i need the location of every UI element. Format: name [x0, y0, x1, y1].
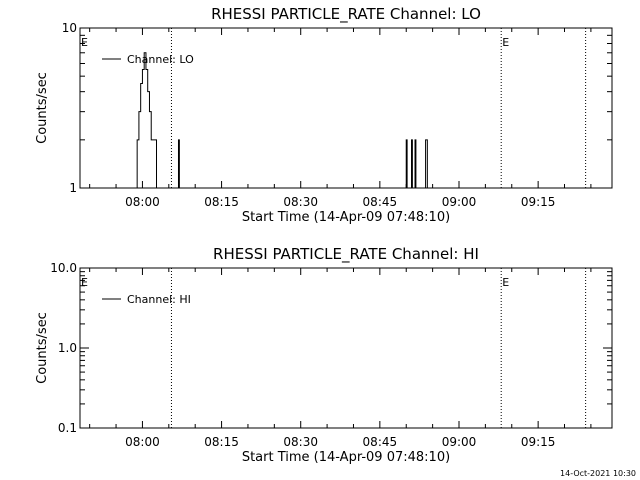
- legend-label: Channel: HI: [127, 293, 191, 306]
- y-tick-label: 1: [69, 181, 77, 195]
- y-axis-label: Counts/sec: [35, 312, 50, 384]
- footer-timestamp: 14-Oct-2021 10:30: [560, 469, 636, 478]
- y-axis-label: Counts/sec: [35, 72, 50, 144]
- legend-label: Channel: LO: [127, 53, 194, 66]
- y-tick-label: 1.0: [58, 341, 77, 355]
- eclipse-marker-label: E: [81, 36, 88, 49]
- x-tick-label: 08:30: [283, 195, 318, 209]
- x-tick-label: 09:00: [442, 435, 477, 449]
- x-tick-label: 08:30: [283, 435, 318, 449]
- chart-panel-1: RHESSI PARTICLE_RATE Channel: LO 08:00 08:…: [35, 5, 613, 225]
- x-axis-label: Start Time (14-Apr-09 07:48:10): [242, 450, 450, 465]
- x-axis-label: Start Time (14-Apr-09 07:48:10): [242, 210, 450, 225]
- plot-frame: [79, 267, 613, 429]
- series-line: [135, 52, 428, 189]
- y-tick-label: 10: [62, 21, 77, 35]
- x-tick-label: 08:45: [363, 195, 398, 209]
- x-tick-label: 08:00: [125, 435, 160, 449]
- y-tick-label: 0.1: [58, 421, 77, 435]
- eclipse-marker-label: E: [81, 276, 88, 289]
- eclipse-marker-label: E: [502, 36, 509, 49]
- x-tick-label: 09:15: [521, 195, 556, 209]
- chart-title: RHESSI PARTICLE_RATE Channel: HI: [213, 245, 479, 264]
- y-tick-label: 10.0: [50, 261, 77, 275]
- chart-title: RHESSI PARTICLE_RATE Channel: LO: [211, 5, 481, 24]
- x-tick-label: 09:15: [521, 435, 556, 449]
- x-tick-label: 08:15: [204, 435, 239, 449]
- eclipse-marker-label: E: [502, 276, 509, 289]
- x-tick-label: 08:00: [125, 195, 160, 209]
- plot-frame: [79, 27, 613, 189]
- x-tick-label: 09:00: [442, 195, 477, 209]
- chart-panel-2: RHESSI PARTICLE_RATE Channel: HI 08:00 08:…: [35, 245, 613, 465]
- x-tick-label: 08:45: [363, 435, 398, 449]
- x-tick-label: 08:15: [204, 195, 239, 209]
